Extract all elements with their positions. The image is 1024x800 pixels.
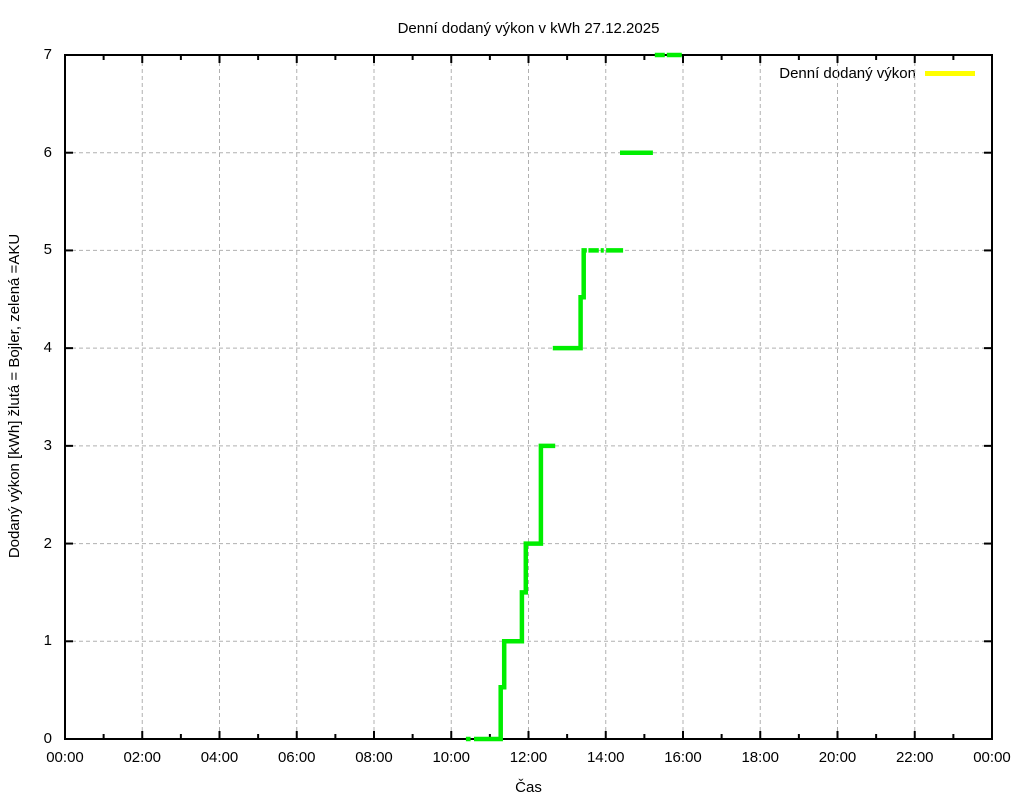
x-tick-label: 06:00 — [277, 749, 316, 766]
y-tick-label: 3 — [43, 436, 52, 454]
y-tick-label: 5 — [43, 241, 52, 259]
x-tick-label: 16:00 — [664, 749, 702, 766]
x-tick-label: 04:00 — [200, 749, 239, 766]
x-tick-label: 00:00 — [46, 749, 84, 766]
y-tick-label: 2 — [43, 534, 52, 552]
x-tick-label: 12:00 — [509, 749, 548, 766]
series-line-segment — [552, 248, 587, 351]
y-tick-label: 6 — [43, 143, 52, 161]
y-tick-label: 1 — [43, 632, 52, 650]
x-tick-label: 10:00 — [432, 749, 471, 766]
legend-entry-label: Denní dodaný výkon — [779, 64, 916, 82]
x-tick-label: 18:00 — [741, 749, 780, 766]
y-tick-label: 7 — [43, 46, 52, 63]
y-tick-label: 4 — [43, 339, 52, 357]
y-tick-label: 0 — [43, 730, 52, 747]
x-tick-label: 20:00 — [818, 749, 857, 766]
x-axis-label: Čas — [515, 779, 542, 796]
chart-title: Denní dodaný výkon v kWh 27.12.2025 — [397, 20, 660, 37]
y-axis-label: Dodaný výkon [kWh] žlutá = Bojler, zelen… — [6, 233, 23, 559]
x-tick-label: 02:00 — [123, 749, 162, 766]
x-tick-label: 22:00 — [895, 749, 934, 766]
legend-line-sample — [925, 70, 975, 76]
series-line-segment — [474, 443, 556, 742]
x-tick-label: 00:00 — [973, 749, 1011, 766]
x-tick-label: 14:00 — [586, 749, 625, 766]
x-tick-label: 08:00 — [355, 749, 393, 766]
legend: Denní dodaný výkon — [779, 62, 975, 84]
